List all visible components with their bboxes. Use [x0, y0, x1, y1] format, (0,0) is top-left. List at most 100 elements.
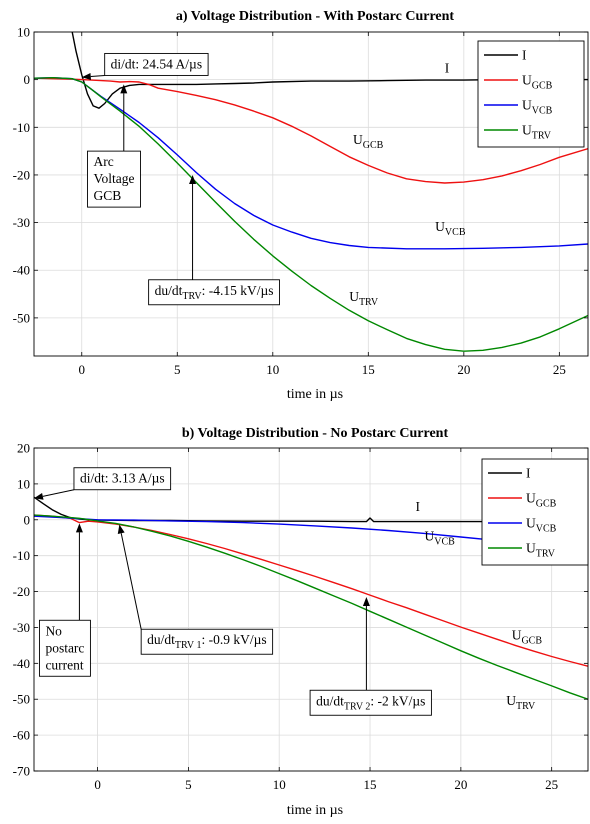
- annotation-arrow-head: [75, 523, 83, 533]
- series-label-sub: GCB: [363, 140, 384, 151]
- series-line-u-trv: [34, 514, 588, 700]
- annotation-text-main: current: [45, 657, 83, 672]
- annotation-box: du/dtTRV: -4.15 kV/µs: [148, 279, 280, 306]
- legend-entry: UTRV: [522, 123, 552, 142]
- series-label-main: U: [506, 693, 516, 708]
- annotation-text-main: Voltage: [93, 171, 134, 186]
- series-label-sub: GCB: [521, 635, 542, 646]
- annotation-text-main: du/dt: [155, 283, 183, 298]
- annotation-text: GCB: [93, 188, 121, 203]
- annotation-text-sub: TRV 1: [175, 640, 202, 651]
- annotation-arrow-head: [362, 596, 370, 606]
- y-tick-label: 20: [17, 441, 30, 456]
- annotation-frame: [73, 467, 172, 491]
- annotation-box: Arc Voltage GCB: [87, 150, 141, 208]
- annotation-text-tail: : -2 kV/µs: [370, 693, 425, 708]
- series-label: UGCB: [353, 132, 384, 151]
- series-label: I: [445, 61, 450, 76]
- series-group: [34, 496, 588, 700]
- y-tick-label: 0: [24, 72, 31, 87]
- series-label-main: U: [353, 132, 363, 147]
- annotation-text: du/dtTRV 1: -0.9 kV/µs: [147, 632, 266, 651]
- y-tick-label: -40: [13, 263, 30, 278]
- ticks: 0 5 10 15 20 25 20 10 0 -10 -20 -30 -40 -50 -60 -70: [13, 441, 588, 792]
- legend-entry: UVCB: [526, 516, 557, 535]
- annotation-arrow-shaft: [90, 74, 105, 78]
- annotation-frame: [104, 52, 209, 76]
- annotations: di/dt: 24.54 A/µs Arc Voltage GCB du/dtTRV: …: [81, 52, 280, 306]
- y-tick-label: -30: [13, 215, 30, 230]
- annotation-text-main: postarc: [45, 640, 84, 655]
- y-tick-label: -10: [13, 120, 30, 135]
- annotation-text: du/dtTRV 2: -2 kV/µs: [316, 693, 425, 712]
- annotation-text-main: du/dt: [147, 632, 175, 647]
- x-tick-label: 10: [273, 777, 286, 792]
- annotation-frame: [148, 279, 280, 306]
- annotation-arrow-head: [189, 174, 197, 184]
- x-tick-label: 10: [266, 362, 279, 377]
- legend-entry: UGCB: [522, 73, 553, 92]
- chart-title: a) Voltage Distribution - With Postarc C…: [176, 9, 455, 24]
- x-tick-label: 15: [362, 362, 375, 377]
- annotation-text-sub: TRV: [182, 291, 202, 302]
- legend-entry: I: [526, 466, 531, 481]
- annotation-arrow-head: [81, 73, 92, 81]
- annotation-text-tail: : -4.15 kV/µs: [202, 283, 274, 298]
- annotation-box: di/dt: 3.13 A/µs: [73, 467, 172, 491]
- series-label-sub: VCB: [445, 227, 466, 238]
- series-label: I: [415, 499, 420, 514]
- series-label: UVCB: [425, 529, 456, 548]
- series-label-main: U: [512, 627, 522, 642]
- annotation-text-main: di/dt: 3.13 A/µs: [80, 471, 165, 486]
- legend-entry-sub: TRV: [536, 549, 556, 560]
- annotation-text-main: GCB: [93, 188, 121, 203]
- legend-entry-sub: GCB: [536, 499, 557, 510]
- series-line-u-gcb: [34, 77, 588, 184]
- annotation-arrow-head: [117, 524, 125, 534]
- y-tick-label: -50: [13, 692, 30, 707]
- annotation-text: postarc: [45, 640, 84, 655]
- x-tick-label: 20: [457, 362, 470, 377]
- y-tick-label: -40: [13, 656, 30, 671]
- annotation-arrow-head: [120, 84, 128, 94]
- axes-frame: [33, 31, 589, 357]
- chart-b: b) Voltage Distribution - No Postarc Cur…: [13, 426, 589, 818]
- x-tick-label: 15: [364, 777, 377, 792]
- series-line-u-trv: [34, 77, 588, 352]
- x-tick-label: 0: [94, 777, 101, 792]
- legend-entry: I: [522, 48, 527, 63]
- annotation-text-main: di/dt: 24.54 A/µs: [111, 56, 202, 71]
- annotation-box: du/dtTRV 1: -0.9 kV/µs: [140, 628, 274, 655]
- x-tick-label: 20: [454, 777, 467, 792]
- legend-entry-main: U: [522, 98, 532, 113]
- series-label-main: U: [435, 219, 445, 234]
- x-tick-label: 25: [545, 777, 558, 792]
- annotation-text: du/dtTRV: -4.15 kV/µs: [155, 283, 274, 302]
- annotation-text-main: No: [45, 623, 62, 638]
- series-label-main: I: [415, 499, 420, 514]
- series-label-sub: TRV: [359, 297, 379, 308]
- series-label-main: U: [349, 289, 359, 304]
- series-label: UGCB: [512, 627, 543, 646]
- series-label-main: I: [445, 61, 450, 76]
- legend-entry: UGCB: [526, 491, 557, 510]
- y-tick-label: 10: [17, 25, 30, 40]
- y-tick-label: -70: [13, 764, 30, 779]
- annotation-arrow-shaft: [120, 533, 142, 630]
- series-line-i: [71, 32, 588, 109]
- x-tick-label: 0: [79, 362, 86, 377]
- y-tick-label: -20: [13, 584, 30, 599]
- y-tick-label: -20: [13, 167, 30, 182]
- legend-entry-main: U: [526, 491, 536, 506]
- series-label-sub: VCB: [434, 537, 455, 548]
- series-label-sub: TRV: [516, 701, 536, 712]
- annotation-text-tail: : -0.9 kV/µs: [201, 632, 266, 647]
- legend-entry-main: U: [526, 541, 536, 556]
- y-tick-label: 0: [24, 512, 31, 527]
- x-axis-label: time in µs: [287, 803, 343, 818]
- annotation-text: Arc: [93, 154, 113, 169]
- annotation-frame: [309, 689, 432, 716]
- annotation-arrow-shaft: [42, 489, 75, 497]
- annotation-text: No: [45, 623, 62, 638]
